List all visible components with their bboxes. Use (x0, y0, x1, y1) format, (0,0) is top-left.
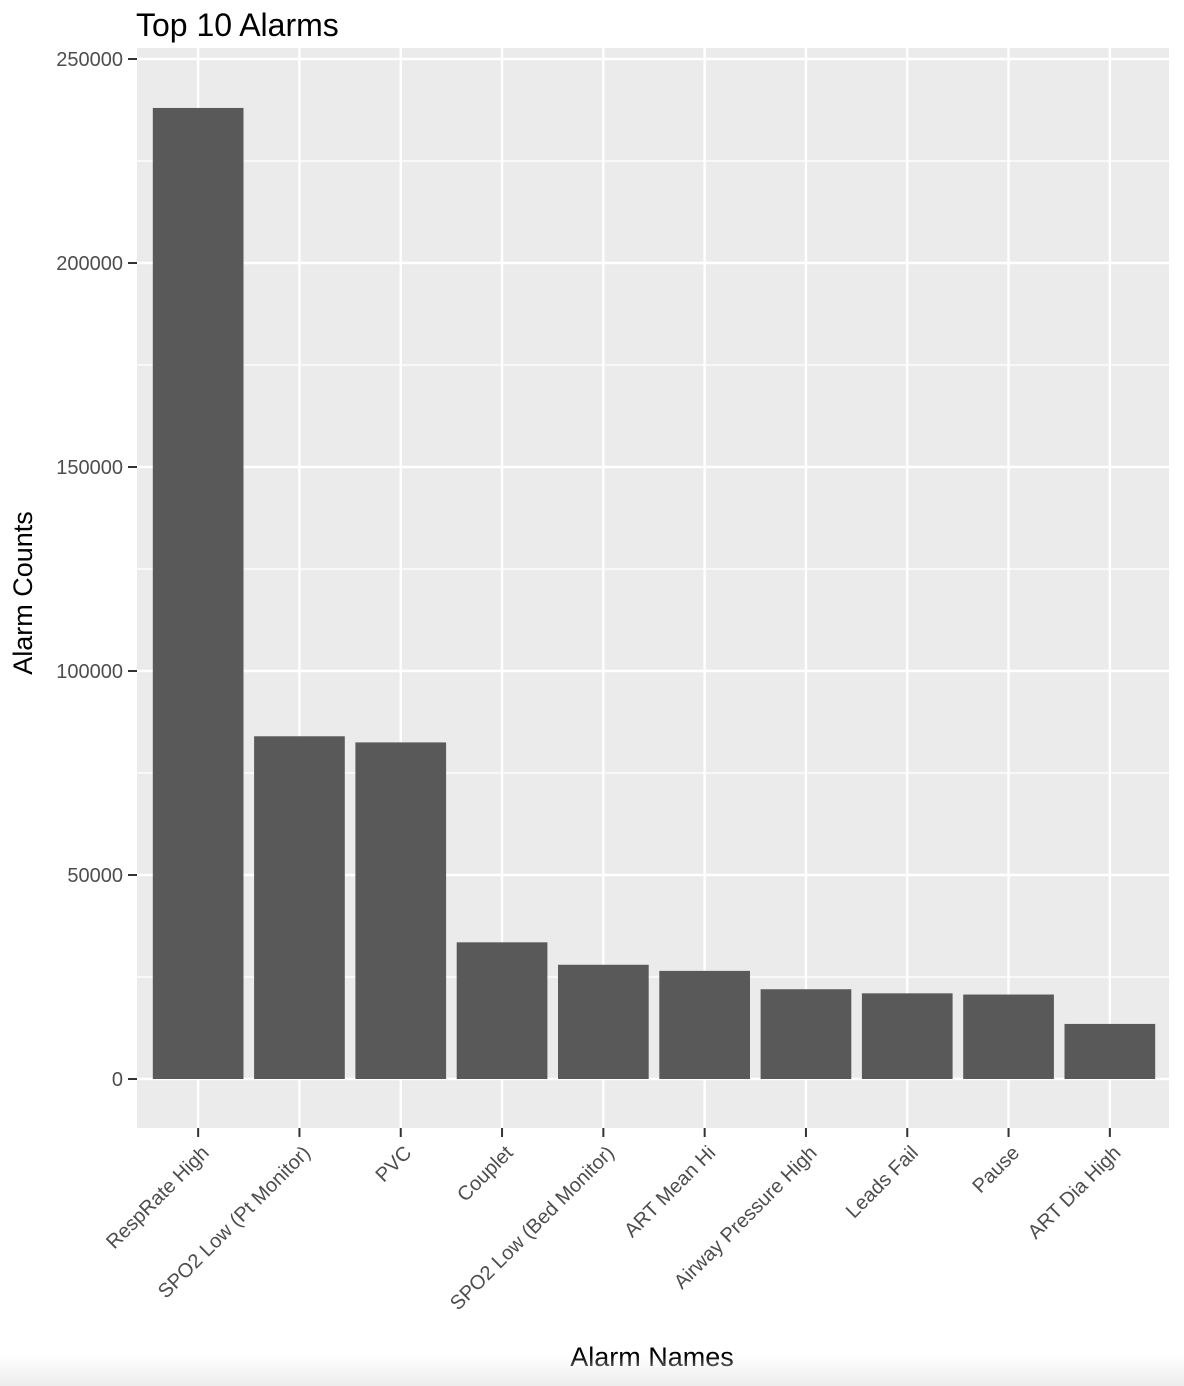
x-tick-label: Couplet (453, 1142, 518, 1207)
bar (861, 993, 953, 1079)
bar (1064, 1023, 1156, 1079)
x-tick-label: ART Mean Hi (620, 1142, 720, 1242)
bars (152, 107, 1156, 1079)
bar (963, 994, 1054, 1079)
y-tick-label: 0 (112, 1069, 123, 1091)
x-tick-label: ART Dia High (1024, 1142, 1126, 1244)
x-tick-label: Leads Fail (842, 1142, 923, 1223)
bar (760, 989, 852, 1079)
bar (456, 942, 548, 1079)
bar (659, 970, 750, 1079)
y-tick-label: 250000 (56, 49, 123, 71)
y-axis: 0 50000 100000 150000 200000 250000 (56, 49, 137, 1091)
bar (254, 736, 345, 1079)
x-tick-label: RespRate High (102, 1142, 213, 1253)
y-tick-label: 50000 (67, 865, 123, 887)
y-tick-label: 200000 (56, 253, 123, 275)
x-tick-label: SPO2 Low (Bed Monitor) (446, 1142, 619, 1315)
bar (355, 742, 447, 1079)
x-tick-label: PVC (372, 1142, 417, 1187)
major-gridlines (137, 48, 1169, 1128)
chart-title: Top 10 Alarms (136, 7, 339, 43)
y-tick-label: 150000 (56, 457, 123, 479)
y-axis-title: Alarm Counts (8, 511, 38, 675)
x-axis-title: Alarm Names (570, 1342, 734, 1372)
bar (558, 964, 649, 1079)
y-tick-label: 100000 (56, 661, 123, 683)
bar (152, 107, 244, 1079)
x-tick-label: Pause (968, 1142, 1024, 1198)
